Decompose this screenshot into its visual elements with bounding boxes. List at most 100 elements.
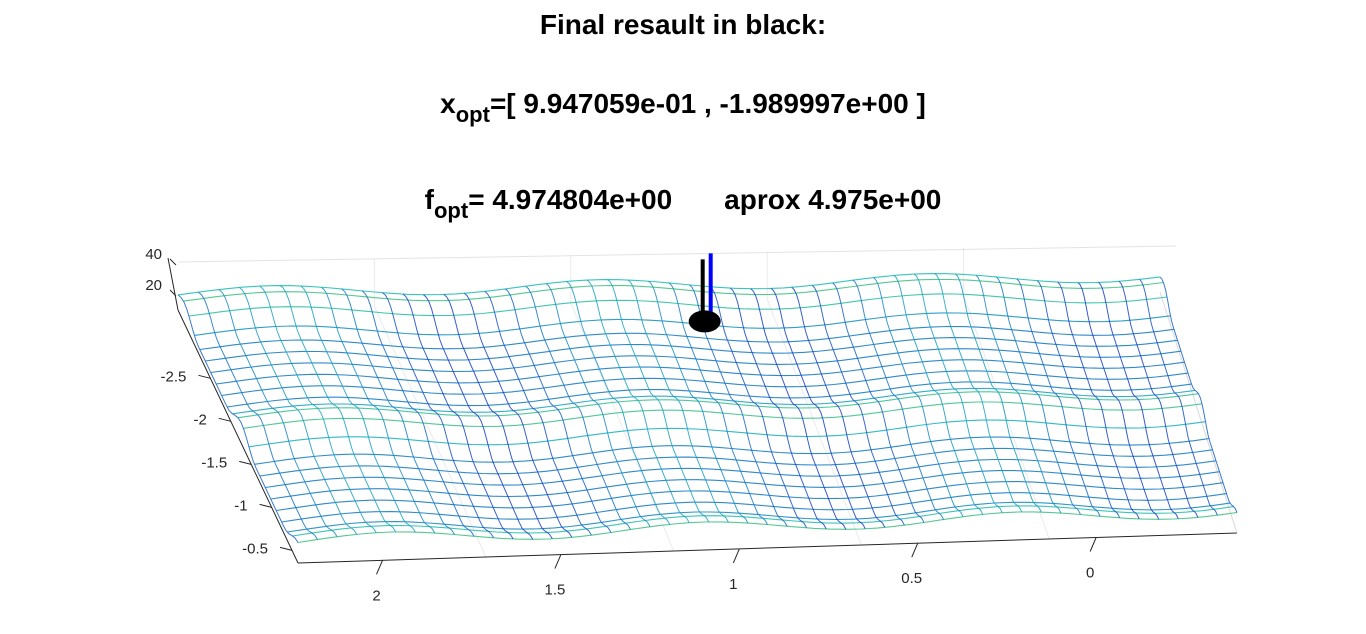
y-tick-mark <box>259 503 272 508</box>
mesh-line-x <box>210 348 1182 374</box>
mesh-line-y <box>259 285 377 533</box>
mesh-line-y <box>750 288 847 530</box>
mesh-line-y <box>341 288 455 535</box>
x-axis-line <box>297 532 1238 564</box>
mesh-line-y <box>198 291 319 540</box>
mesh-line-x <box>216 359 1185 385</box>
mesh-line-y <box>791 286 886 528</box>
fopt-approx: aprox 4.975e+00 <box>724 184 942 215</box>
grid-line-top <box>177 245 1177 263</box>
mesh-line-y <box>648 280 749 524</box>
mesh-line-y <box>934 273 1023 513</box>
x-tick-mark <box>554 554 562 569</box>
mesh-line-y <box>545 283 651 527</box>
right-edge-line <box>1159 291 1238 534</box>
mesh-line-y <box>300 285 416 533</box>
mesh-line-x <box>199 325 1175 351</box>
optimum-point <box>688 310 721 333</box>
x-tick-label: 0.5 <box>901 570 922 587</box>
y-tick-mark <box>239 460 252 465</box>
mesh-line-y <box>955 273 1042 513</box>
grid-line-x <box>373 306 487 558</box>
xopt-value: =[ 9.947059e-01 , -1.989997e+00 ] <box>489 88 926 119</box>
fopt-subscript: opt <box>433 198 469 223</box>
y-tick-label: -1 <box>234 497 247 514</box>
z-tick-label: 40 <box>145 246 162 263</box>
mesh-line-y <box>975 274 1062 514</box>
mesh-line-y <box>627 279 729 523</box>
z-tick-mark <box>169 289 177 297</box>
y-tick-label: -2 <box>193 411 206 428</box>
x-tick-label: 1.5 <box>544 582 565 599</box>
y-tick-mark <box>198 374 211 379</box>
mesh-line-y <box>464 292 573 538</box>
mesh-line-y <box>177 294 299 543</box>
title-line-1: Final resault in black: <box>539 9 827 40</box>
title-fopt: fopt= 4.974804e+00 aprox 4.975e+00 <box>0 184 1366 222</box>
mesh-line-x <box>259 447 1213 477</box>
mesh-line-x <box>248 419 1206 448</box>
mesh-line-y <box>566 281 671 525</box>
grid-line-x <box>570 302 675 552</box>
mesh-line-y <box>607 279 710 523</box>
mesh-line-y <box>423 294 534 540</box>
mesh-line-x <box>254 436 1210 465</box>
grid-line-x <box>766 299 862 546</box>
y-tick-mark <box>218 417 231 422</box>
mesh-line-y <box>811 285 905 526</box>
x-tick-mark <box>911 543 919 558</box>
axis-lines <box>167 257 1238 564</box>
y-tick-mark <box>279 546 293 551</box>
z-axis-line <box>167 257 179 311</box>
title-xopt: xopt=[ 9.947059e-01 , -1.989997e+00 ] <box>0 88 1366 126</box>
z-tick-label: 20 <box>145 277 162 294</box>
mesh-line-y <box>873 277 964 517</box>
x-tick-label: 0 <box>1086 565 1094 582</box>
mesh-line-y <box>1036 280 1121 519</box>
y-tick-label: -2.5 <box>161 368 187 385</box>
mesh-line-y <box>402 293 514 540</box>
mesh-line-y <box>832 282 925 523</box>
xopt-symbol: x <box>440 88 456 119</box>
mesh-line-y <box>218 289 338 537</box>
mesh-line-x <box>270 470 1220 500</box>
mesh-line-y <box>525 285 632 530</box>
axis-gridlines <box>177 245 1177 558</box>
x-tick-mark <box>376 560 383 575</box>
mesh-line-y <box>1098 282 1179 520</box>
fopt-symbol: f <box>424 184 434 215</box>
mesh-line-x <box>265 458 1217 489</box>
mesh-line-x <box>205 337 1178 362</box>
xopt-subscript: opt <box>455 102 490 127</box>
mesh-line-y <box>995 276 1081 515</box>
mesh-line-y <box>709 286 808 529</box>
mesh-line-y <box>586 279 690 523</box>
x-tick-mark <box>732 548 740 564</box>
mesh-line-x <box>227 381 1192 408</box>
mesh-line-y <box>443 294 553 540</box>
mesh-line-y <box>689 284 788 527</box>
z-tick-mark <box>169 258 177 266</box>
mesh-line-y <box>1016 278 1101 517</box>
mesh-line-y <box>770 288 866 530</box>
x-tick-label: 1 <box>729 576 737 593</box>
mesh-line-y <box>914 273 1003 513</box>
mesh-line-y <box>1077 282 1160 520</box>
mesh-line-y <box>1139 279 1218 516</box>
mesh-line-y <box>1057 281 1140 520</box>
grid-line-x <box>963 295 1050 540</box>
mesh-line-x <box>287 501 1231 533</box>
mesh-line-y <box>730 287 827 530</box>
mesh-line-y <box>239 287 358 535</box>
x-tick-mark <box>1089 537 1097 552</box>
axis-ticks: 2 1.5 1 0.5 0 -2.5 -2 -1.5 -1 -0.5 40 20 <box>145 246 1097 604</box>
mesh-line-y <box>668 282 768 525</box>
mesh-line-y <box>382 292 495 539</box>
surface-mesh <box>177 273 1238 544</box>
y-tick-label: -1.5 <box>201 454 227 471</box>
y-axis-line <box>177 309 299 564</box>
mesh-line-y <box>852 279 945 520</box>
mesh-line-y <box>1118 280 1199 518</box>
mesh-line-x <box>237 391 1199 419</box>
